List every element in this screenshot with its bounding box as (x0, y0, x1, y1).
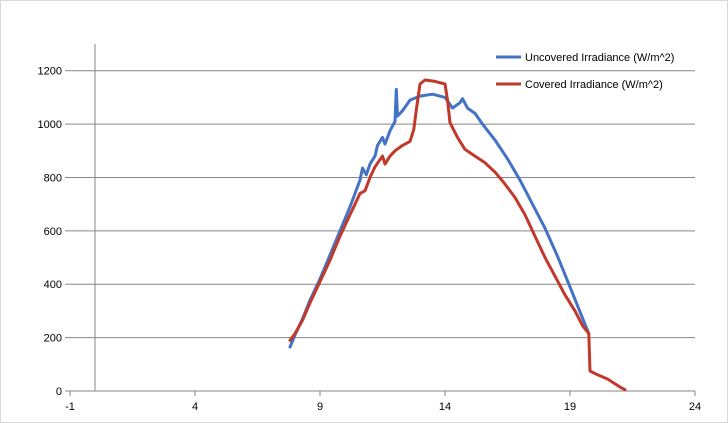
axes (65, 44, 696, 396)
y-tick-label: 600 (44, 226, 62, 238)
x-tick-label: 9 (317, 401, 323, 413)
gridlines (70, 70, 695, 339)
y-tick-label: 800 (44, 172, 62, 184)
x-tick-label: 19 (564, 401, 576, 413)
y-tick-label: 400 (44, 279, 62, 291)
legend-label-covered: Covered Irradiance (W/m^2) (525, 79, 663, 91)
series-lines (288, 78, 627, 392)
series-line-uncovered (288, 87, 591, 349)
x-tick-label: -1 (65, 401, 75, 413)
x-axis-tick-labels: -1 4 9 14 19 24 (65, 401, 701, 413)
legend: Uncovered Irradiance (W/m^2) Covered Irr… (496, 52, 674, 91)
y-tick-label: 200 (44, 333, 62, 345)
x-tick-label: 24 (689, 401, 701, 413)
legend-label-uncovered: Uncovered Irradiance (W/m^2) (525, 52, 674, 64)
y-tick-label: 0 (56, 386, 62, 398)
y-tick-label: 1200 (38, 66, 62, 78)
series-line-covered (288, 78, 627, 392)
y-tick-label: 1000 (38, 119, 62, 131)
x-tick-label: 4 (192, 401, 198, 413)
y-axis-tick-labels: 0 200 400 600 800 1000 1200 (38, 66, 62, 398)
x-tick-label: 14 (439, 401, 451, 413)
